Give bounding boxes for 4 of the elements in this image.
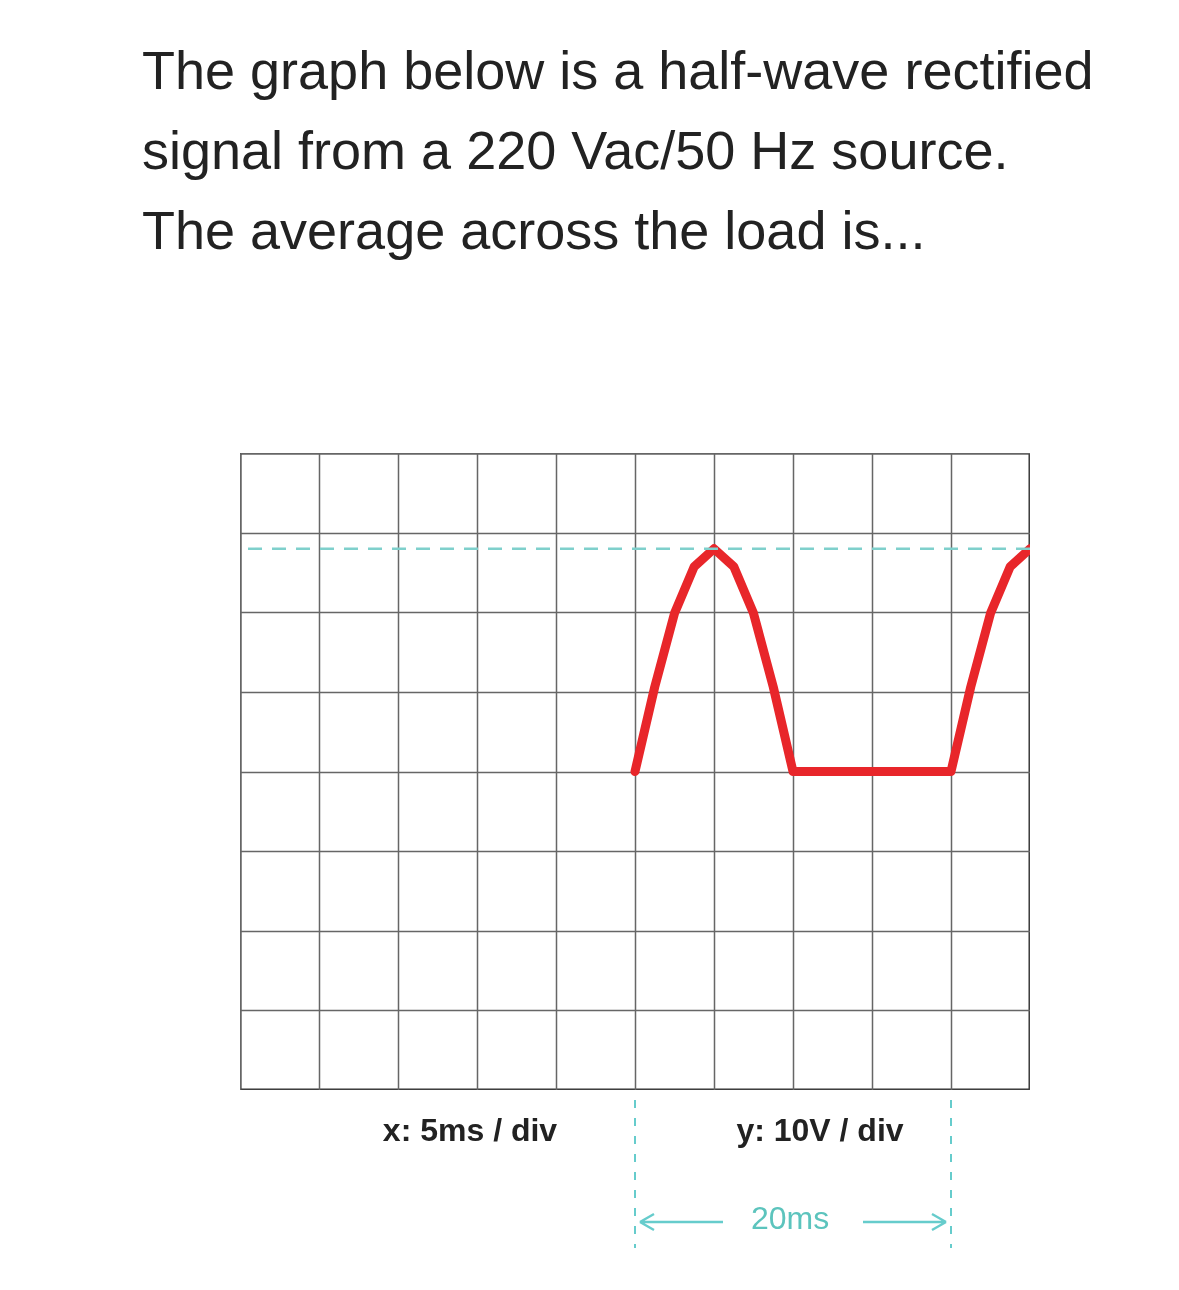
chart-title: The graph below is a half-wave rectified signal from a 220 Vac/50 Hz source. The average across the load is... — [142, 39, 1095, 262]
text: x: 5ms / div — [382, 1112, 558, 1149]
text: 20ms — [750, 1200, 830, 1237]
text: y: 10V / div — [736, 1112, 904, 1149]
